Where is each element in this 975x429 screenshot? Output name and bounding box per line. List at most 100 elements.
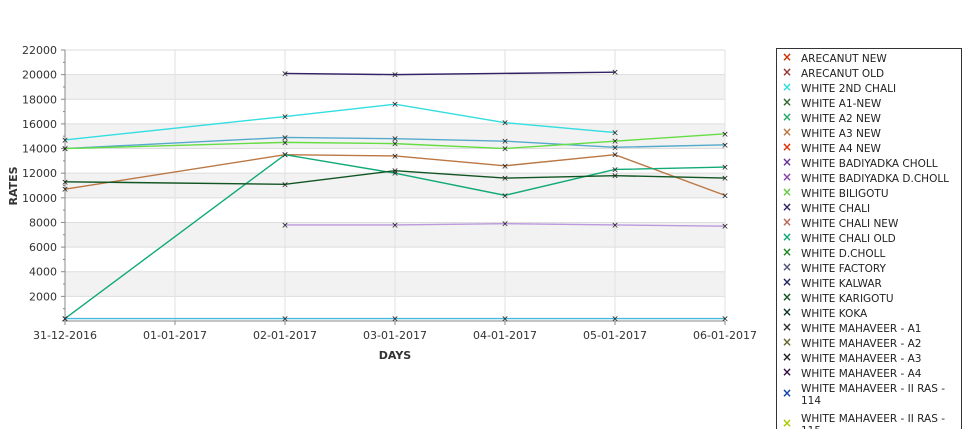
series-line: ××××××	[61, 315, 729, 325]
legend-item: × WHITE MAHAVEER - II RAS - 115	[777, 412, 961, 429]
y-tick-label: 8000	[29, 216, 57, 229]
legend-marker-icon: ×	[782, 350, 793, 364]
data-point-marker: ×	[501, 315, 509, 325]
legend-label: WHITE MAHAVEER - II RAS - 114	[801, 383, 945, 407]
legend-marker-icon: ×	[782, 200, 793, 214]
data-point-marker: ×	[391, 315, 399, 325]
data-point-marker: ×	[281, 113, 289, 123]
legend-marker-icon: ×	[782, 260, 793, 274]
legend-marker-icon: ×	[782, 170, 793, 184]
data-point-marker: ×	[281, 315, 289, 325]
legend-marker-icon: ×	[782, 140, 793, 154]
series-line: × × ×	[281, 68, 619, 80]
legend-label: WHITE BADIYADKA D.CHOLL	[801, 173, 950, 185]
line-chart: 2000 4000 6000 8000 10000 12000 14000 16000 1800…	[7, 44, 757, 362]
legend-item: × WHITE A3 NEW	[777, 125, 961, 142]
legend-item: × ARECANUT NEW	[777, 50, 961, 67]
legend-label: WHITE D.CHOLL	[801, 248, 886, 260]
data-point-marker: ×	[611, 129, 619, 139]
data-point-marker: ×	[611, 68, 619, 78]
legend-marker-icon: ×	[782, 230, 793, 244]
data-point-marker: ×	[61, 145, 69, 155]
data-point-marker: ×	[281, 138, 289, 148]
x-axis-label: DAYS	[379, 349, 412, 362]
x-tick-labels: 31-12-2016 01-01-2017 02-01-2017 03-01-2017…	[33, 321, 757, 342]
series-path	[64, 103, 616, 141]
series-path	[64, 153, 726, 320]
data-point-marker: ×	[61, 185, 69, 195]
data-point-marker: ×	[281, 221, 289, 231]
series-line: ××××××	[61, 151, 729, 202]
legend-marker-icon: ×	[782, 50, 793, 64]
legend-marker-icon: ×	[782, 335, 793, 349]
data-point-marker: ×	[721, 141, 729, 151]
legend-label: WHITE KARIGOTU	[801, 293, 894, 305]
data-point-marker: ×	[611, 221, 619, 231]
legend-item: × WHITE MAHAVEER - A2	[777, 335, 961, 352]
data-point-marker: ×	[721, 191, 729, 201]
legend-label: WHITE KOKA	[801, 308, 868, 320]
data-point-marker: ×	[611, 143, 619, 153]
data-point-marker: ×	[61, 145, 69, 155]
legend-label: WHITE MAHAVEER - A4	[801, 368, 922, 380]
legend-item: × WHITE CHALI NEW	[777, 215, 961, 232]
y-tick-label: 2000	[29, 290, 57, 303]
legend-label: ARECANUT OLD	[801, 68, 885, 80]
y-tick-label: 4000	[29, 266, 57, 279]
data-point-marker: ×	[281, 151, 289, 161]
y-tick-label: 14000	[22, 143, 57, 156]
data-point-marker: ×	[391, 135, 399, 145]
legend-marker-icon: ×	[782, 125, 793, 139]
legend-marker-icon: ×	[782, 365, 793, 379]
legend-item: × WHITE BILIGOTU	[777, 185, 961, 202]
legend-marker-icon: ×	[782, 65, 793, 79]
legend-marker-icon: ×	[782, 185, 793, 199]
data-point-marker: ×	[611, 137, 619, 147]
data-point-marker: ×	[281, 180, 289, 190]
legend-label: WHITE BADIYADKA CHOLL	[801, 158, 938, 170]
data-point-marker: ×	[501, 119, 509, 129]
legend-item: × WHITE A1-NEW	[777, 95, 961, 112]
legend-item: × WHITE A2 NEW	[777, 111, 961, 127]
legend-item: × WHITE FACTORY	[777, 260, 961, 277]
series-line: × × × × ×	[281, 220, 729, 232]
legend-label: WHITE KALWAR	[801, 278, 882, 290]
data-point-marker: ×	[721, 163, 729, 173]
y-tick-label: 22000	[22, 44, 57, 57]
legend-label: WHITE CHALI	[801, 203, 871, 215]
legend-label: WHITE FACTORY	[801, 263, 886, 275]
data-point-marker: ×	[391, 169, 399, 179]
legend-marker-icon: ×	[782, 155, 793, 169]
series-path	[64, 136, 726, 150]
data-point-marker: ×	[611, 315, 619, 325]
legend-marker-icon: ×	[782, 215, 793, 229]
series-path	[64, 133, 726, 150]
legend-label: WHITE 2ND CHALI	[801, 83, 897, 95]
legend-marker-icon: ×	[782, 290, 793, 304]
legend-item: × WHITE KARIGOTU	[777, 290, 961, 307]
legend-label: WHITE A1-NEW	[801, 98, 882, 110]
legend-item: × WHITE MAHAVEER - A4	[777, 365, 961, 382]
legend-label: WHITE MAHAVEER - A2	[801, 338, 922, 350]
legend-item: × WHITE CHALI OLD	[777, 230, 961, 247]
legend-item: × WHITE MAHAVEER - A3	[777, 350, 961, 367]
series-line: ××××××	[61, 151, 729, 325]
legend-item: × WHITE D.CHOLL	[777, 246, 961, 262]
legend-label: WHITE MAHAVEER - A3	[801, 353, 922, 365]
data-point-marker: ×	[501, 191, 509, 201]
y-tick-label: 12000	[22, 167, 57, 180]
series-line: ××××××	[61, 130, 729, 155]
y-tick-label: 10000	[22, 192, 57, 205]
data-point-marker: ×	[61, 315, 69, 325]
legend-label: WHITE CHALI OLD	[801, 233, 896, 245]
data-point-marker: ×	[391, 167, 399, 177]
legend-marker-icon: ×	[782, 95, 793, 109]
legend-item: × ARECANUT OLD	[777, 65, 961, 82]
legend-marker-icon: ×	[782, 416, 793, 429]
legend-label: WHITE A3 NEW	[801, 128, 881, 140]
data-point-marker: ×	[721, 174, 729, 184]
legend-marker-icon: ×	[782, 386, 793, 400]
data-point-marker: ×	[611, 172, 619, 182]
legend-item: × WHITE BADIYADKA CHOLL	[777, 155, 961, 172]
data-point-marker: ×	[391, 140, 399, 150]
